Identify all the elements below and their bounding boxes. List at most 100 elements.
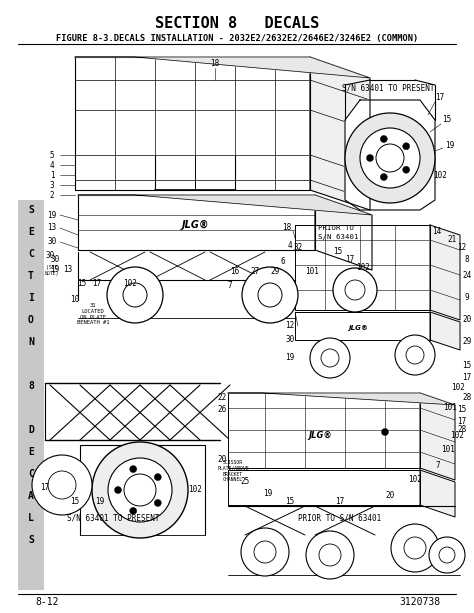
Text: 32: 32 — [293, 243, 302, 253]
Text: 101: 101 — [443, 403, 457, 413]
Text: 15: 15 — [462, 360, 472, 370]
Text: SCISSOR
PLATE/ABOVE
BRACKET
CHANNEL: SCISSOR PLATE/ABOVE BRACKET CHANNEL — [217, 460, 249, 482]
Circle shape — [333, 268, 377, 312]
Circle shape — [321, 349, 339, 367]
Circle shape — [254, 541, 276, 563]
Text: 20: 20 — [462, 316, 472, 324]
Text: 30: 30 — [50, 256, 60, 264]
Circle shape — [391, 524, 439, 572]
Text: 102: 102 — [356, 264, 370, 273]
Circle shape — [345, 113, 435, 203]
Text: 25: 25 — [240, 478, 250, 487]
Circle shape — [310, 338, 350, 378]
Text: L: L — [28, 513, 34, 523]
Circle shape — [130, 508, 137, 514]
Text: 17: 17 — [462, 373, 472, 383]
Text: 1: 1 — [50, 170, 55, 180]
Polygon shape — [430, 312, 460, 350]
Polygon shape — [228, 393, 455, 405]
Circle shape — [241, 528, 289, 576]
Circle shape — [404, 537, 426, 559]
Text: 6: 6 — [281, 257, 285, 267]
Circle shape — [403, 143, 410, 150]
Polygon shape — [420, 393, 455, 480]
Text: 31
LOCATED
ON PLATE
BENEATH #1: 31 LOCATED ON PLATE BENEATH #1 — [77, 303, 109, 326]
Circle shape — [403, 166, 410, 173]
Text: T: T — [28, 271, 34, 281]
Text: 8-12: 8-12 — [35, 597, 58, 607]
Text: 15: 15 — [457, 406, 466, 414]
Text: 12: 12 — [285, 321, 295, 330]
Circle shape — [306, 531, 354, 579]
Text: JLG®: JLG® — [308, 430, 332, 440]
Text: 28: 28 — [462, 394, 472, 403]
Text: 20: 20 — [385, 490, 395, 500]
Text: 5: 5 — [50, 151, 55, 159]
Circle shape — [395, 335, 435, 375]
Text: N: N — [28, 337, 34, 347]
Text: 12: 12 — [457, 243, 466, 253]
Text: 102: 102 — [433, 170, 447, 180]
Polygon shape — [345, 100, 435, 210]
Polygon shape — [75, 57, 370, 78]
Circle shape — [429, 537, 465, 573]
Text: S: S — [28, 535, 34, 545]
Text: 101: 101 — [305, 267, 319, 276]
Text: 16: 16 — [230, 267, 240, 276]
Polygon shape — [75, 57, 310, 190]
Text: 10: 10 — [70, 295, 80, 305]
Text: 19: 19 — [285, 354, 295, 362]
Circle shape — [380, 135, 387, 142]
Text: 15: 15 — [442, 115, 452, 124]
Circle shape — [92, 442, 188, 538]
Text: C: C — [28, 249, 34, 259]
Text: 18: 18 — [210, 58, 219, 67]
Circle shape — [366, 154, 374, 161]
Circle shape — [124, 474, 156, 506]
Text: 17: 17 — [92, 278, 101, 287]
Polygon shape — [228, 393, 420, 468]
Polygon shape — [78, 195, 315, 250]
Text: S: S — [28, 205, 34, 215]
Text: S/N 63401 TO PRESENT: S/N 63401 TO PRESENT — [67, 514, 159, 522]
Circle shape — [376, 144, 404, 172]
Text: 17: 17 — [346, 256, 355, 264]
Text: 19: 19 — [264, 489, 273, 498]
Circle shape — [108, 458, 172, 522]
Text: 9: 9 — [465, 294, 469, 302]
Text: 14: 14 — [432, 227, 442, 237]
Text: 102: 102 — [451, 384, 465, 392]
Text: 22: 22 — [218, 394, 227, 403]
Text: 28: 28 — [457, 425, 466, 435]
Text: 20: 20 — [218, 455, 227, 465]
Text: 15: 15 — [77, 278, 87, 287]
Circle shape — [439, 547, 455, 563]
Polygon shape — [295, 225, 430, 310]
Text: 101: 101 — [441, 446, 455, 454]
Circle shape — [345, 280, 365, 300]
Text: 19: 19 — [95, 498, 105, 506]
Text: JLG®: JLG® — [348, 325, 368, 331]
Text: D: D — [28, 425, 34, 435]
Text: E: E — [28, 227, 34, 237]
Text: JLG®: JLG® — [181, 220, 209, 230]
Text: O: O — [28, 315, 34, 325]
Text: 15: 15 — [285, 498, 295, 506]
Text: 17: 17 — [457, 417, 466, 427]
Text: S/N 63401: S/N 63401 — [318, 234, 358, 240]
Text: 24: 24 — [462, 270, 472, 280]
Text: 102: 102 — [188, 485, 202, 495]
Circle shape — [155, 500, 161, 506]
Text: 30: 30 — [46, 251, 55, 259]
Text: 13: 13 — [64, 265, 73, 275]
Text: 15: 15 — [333, 248, 343, 256]
Circle shape — [115, 487, 121, 493]
Text: 8: 8 — [465, 256, 469, 264]
Text: 29: 29 — [270, 267, 280, 276]
Circle shape — [48, 471, 76, 499]
Text: I: I — [28, 293, 34, 303]
Text: 4: 4 — [50, 161, 55, 170]
Text: 27: 27 — [250, 267, 260, 276]
Text: PRIOR TO S/N 63401: PRIOR TO S/N 63401 — [298, 514, 382, 522]
Circle shape — [360, 128, 420, 188]
